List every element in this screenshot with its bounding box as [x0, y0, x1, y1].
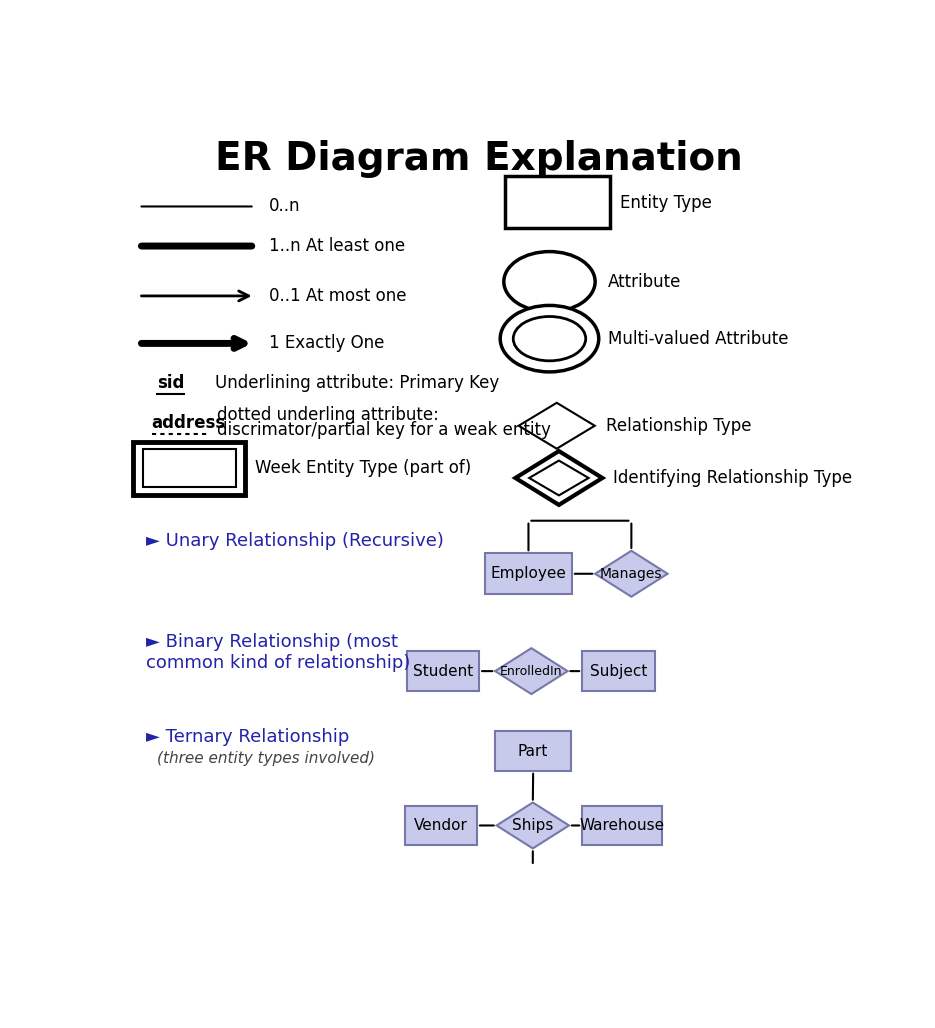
Text: Subject: Subject [590, 664, 647, 678]
Text: common kind of relationship): common kind of relationship) [146, 654, 410, 672]
Bar [407, 652, 480, 691]
Text: 0..n: 0..n [269, 197, 300, 216]
Text: 1 Exactly One: 1 Exactly One [269, 334, 384, 353]
Text: EnrolledIn: EnrolledIn [500, 665, 563, 677]
Bar [485, 553, 572, 594]
Ellipse shape [500, 305, 598, 372]
Bar [505, 177, 610, 228]
Bar [133, 442, 245, 495]
Text: Multi-valued Attribute: Multi-valued Attribute [608, 330, 788, 347]
Text: Week Entity Type (part of): Week Entity Type (part of) [254, 460, 471, 477]
Bar [583, 652, 654, 691]
Text: Employee: Employee [491, 566, 567, 581]
Text: Ships: Ships [512, 818, 554, 833]
Text: Vendor: Vendor [414, 818, 468, 833]
Text: ER Diagram Explanation: ER Diagram Explanation [215, 140, 743, 178]
Text: discrimator/partial key for a weak entity: discrimator/partial key for a weak entit… [217, 421, 551, 440]
Text: Warehouse: Warehouse [580, 818, 665, 833]
Text: ► Unary Relationship (Recursive): ► Unary Relationship (Recursive) [146, 533, 444, 550]
Text: 1..n At least one: 1..n At least one [269, 237, 405, 255]
Text: dotted underling attribute:: dotted underling attribute: [217, 406, 439, 424]
Polygon shape [529, 461, 589, 495]
Text: Identifying Relationship Type: Identifying Relationship Type [612, 469, 852, 487]
Bar [583, 806, 662, 845]
Polygon shape [496, 649, 568, 694]
Ellipse shape [504, 252, 596, 311]
Text: Student: Student [413, 664, 473, 678]
Text: ► Binary Relationship (most: ► Binary Relationship (most [146, 633, 398, 651]
Text: Entity Type: Entity Type [621, 193, 712, 212]
Text: Relationship Type: Relationship Type [606, 416, 752, 435]
Text: Attribute: Attribute [608, 272, 682, 291]
Text: sid: sid [157, 374, 184, 392]
Text: (three entity types involved): (three entity types involved) [157, 750, 375, 766]
Bar [143, 449, 236, 487]
Bar [405, 806, 477, 845]
Polygon shape [515, 451, 602, 505]
Text: ► Ternary Relationship: ► Ternary Relationship [146, 728, 350, 746]
Text: 0..1 At most one: 0..1 At most one [269, 287, 407, 305]
Text: Part: Part [518, 743, 548, 759]
Bar [496, 731, 571, 771]
Ellipse shape [513, 317, 585, 361]
Text: address: address [151, 413, 226, 432]
Text: Underlining attribute: Primary Key: Underlining attribute: Primary Key [215, 374, 499, 392]
Text: Manages: Manages [600, 566, 663, 581]
Polygon shape [496, 803, 569, 848]
Polygon shape [595, 551, 668, 596]
Polygon shape [519, 403, 595, 448]
